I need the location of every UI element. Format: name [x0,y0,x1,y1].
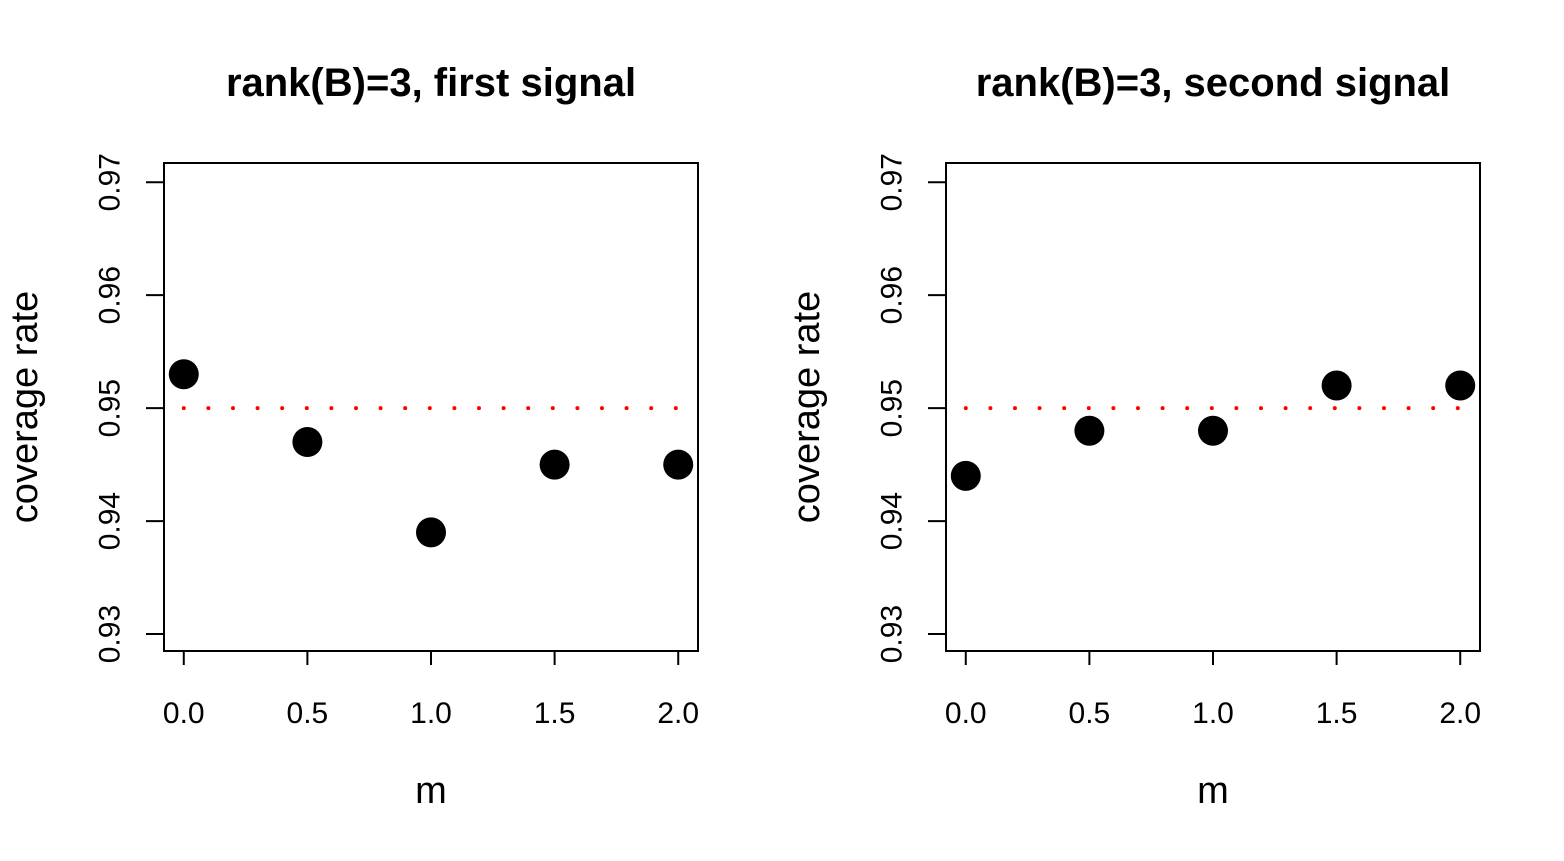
y-tick-label: 0.97 [94,153,127,211]
y-tick-label: 0.96 [94,266,127,324]
y-tick-label: 0.93 [94,605,127,663]
x-tick-label: 2.0 [1439,697,1481,730]
y-tick-label: 0.97 [876,153,909,211]
y-axis-label: coverage rate [4,291,46,523]
panel-second-signal: rank(B)=3, second signal m coverage rate… [786,61,1481,812]
x-tick-label: 0.5 [287,697,329,730]
y-tick-label: 0.96 [876,266,909,324]
x-tick-label: 2.0 [657,697,699,730]
x-tick-label: 0.0 [163,697,205,730]
chart-title: rank(B)=3, first signal [226,61,636,105]
y-tick-label: 0.95 [94,379,127,437]
x-tick-label: 0.5 [1069,697,1111,730]
x-tick-label: 1.5 [1316,697,1358,730]
y-tick-label: 0.94 [876,492,909,550]
data-point [1321,370,1352,401]
x-tick-label: 0.0 [945,697,987,730]
data-point [1445,370,1476,401]
chart-title: rank(B)=3, second signal [976,61,1451,105]
data-point [416,517,446,548]
x-axis-label: m [415,770,447,812]
data-point [168,359,199,390]
data-point [539,449,570,480]
panel-first-signal: rank(B)=3, first signal m coverage rate … [4,61,699,812]
x-axis-label: m [1197,770,1229,812]
data-point [1198,415,1228,446]
x-tick-label: 1.5 [534,697,576,730]
data-point [1074,415,1105,446]
y-tick-label: 0.93 [876,605,909,663]
data-point [663,449,694,480]
y-tick-label: 0.95 [876,379,909,437]
x-tick-label: 1.0 [410,697,452,730]
data-point [950,460,981,491]
x-tick-label: 1.0 [1192,697,1234,730]
data-point [292,427,323,458]
y-axis-label: coverage rate [786,291,828,523]
y-tick-label: 0.94 [94,492,127,550]
